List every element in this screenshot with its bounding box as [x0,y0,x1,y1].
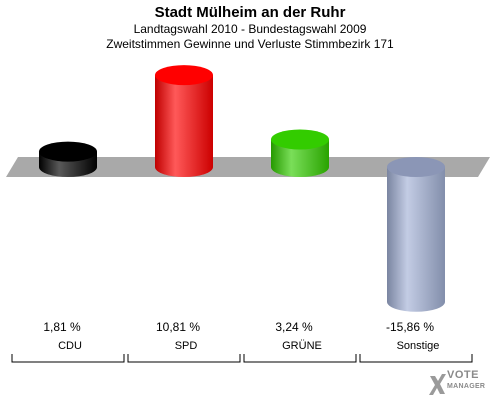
zero-baseline-plane [6,157,490,177]
logo-line1: VOTE [447,369,479,381]
logo-cross-icon [429,374,446,395]
bar-cdu [39,141,97,177]
bar-top [387,157,445,177]
vote-manager-logo: VOTE MANAGER [428,370,496,398]
chart-titles: Stadt Mülheim an der Ruhr Landtagswahl 2… [0,4,500,52]
bar-spd [155,65,213,177]
bar-top [39,141,97,162]
category-label: GRÜNE [282,340,322,352]
bar-body [155,75,213,177]
chart-subtitle-election: Landtagswahl 2010 - Bundestagswahl 2009 [133,22,367,36]
category-label: Sonstige [397,340,440,352]
logo-line2: MANAGER [447,383,486,390]
chart-subtitle-district: Zweitstimmen Gewinne und Verluste Stimmb… [106,37,394,51]
category-bracket [127,354,241,363]
value-label: 1,81 % [43,320,81,334]
value-label: -15,86 % [386,320,434,334]
category-label: CDU [58,340,82,352]
category-bracket [359,354,473,363]
bar-body [387,167,445,312]
value-label: 10,81 % [156,320,200,334]
chart-title: Stadt Mülheim an der Ruhr [154,4,346,21]
category-bracket [11,354,125,363]
bar-sonstige [387,157,445,312]
logo-text: VOTE MANAGER [447,370,485,392]
bar-body [271,139,329,177]
value-label: 3,24 % [275,320,313,334]
bar-top [271,129,329,150]
bar-top [155,65,213,86]
category-bracket [243,354,357,363]
category-label: SPD [175,340,198,352]
bar-grüne [271,129,329,177]
